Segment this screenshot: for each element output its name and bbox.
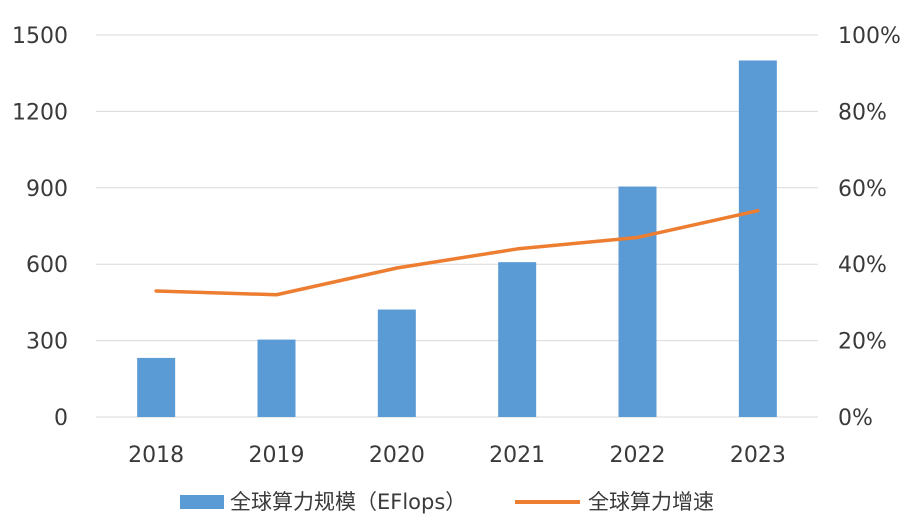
right-tick-label: 40% — [838, 253, 887, 278]
bar-2019 — [257, 339, 296, 417]
x-tick-label: 2023 — [730, 443, 786, 468]
right-tick-label: 20% — [838, 330, 887, 355]
growth-line — [154, 208, 760, 297]
right-tick-label: 100% — [838, 24, 901, 49]
growth-line-series — [154, 208, 760, 297]
left-tick-label: 300 — [26, 330, 68, 355]
line-point-2020 — [395, 266, 399, 270]
x-tick-label: 2022 — [610, 443, 666, 468]
right-tick-label: 0% — [838, 406, 873, 431]
legend-label-bar: 全球算力规模（EFlops） — [230, 490, 466, 514]
right-axis: 0% 20% 40% 60% 80% 100% — [838, 24, 901, 431]
x-tick-label: 2019 — [249, 443, 305, 468]
bar-2022 — [618, 186, 657, 417]
x-axis: 2018 2019 2020 2021 2022 2023 — [128, 443, 786, 468]
left-tick-label: 600 — [26, 253, 68, 278]
line-point-2018 — [154, 289, 158, 293]
right-tick-label: 80% — [838, 100, 887, 125]
bar-2021 — [498, 262, 537, 417]
legend-label-line: 全球算力增速 — [588, 490, 714, 514]
bar-2023 — [738, 60, 777, 417]
x-tick-label: 2021 — [489, 443, 545, 468]
bars — [137, 60, 777, 417]
line-point-2023 — [756, 209, 760, 213]
legend: 全球算力规模（EFlops） 全球算力增速 — [180, 490, 714, 514]
left-tick-label: 900 — [26, 177, 68, 202]
bar-2020 — [377, 309, 416, 417]
line-point-2019 — [274, 293, 279, 297]
right-tick-label: 60% — [838, 177, 887, 202]
line-point-2021 — [515, 247, 519, 251]
left-axis: 0 300 600 900 1200 1500 — [12, 24, 68, 431]
bar-2018 — [137, 357, 176, 417]
left-tick-label: 1500 — [12, 24, 68, 49]
legend-swatch-bar — [180, 495, 224, 509]
line-point-2022 — [635, 235, 640, 240]
left-tick-label: 1200 — [12, 100, 68, 125]
left-tick-label: 0 — [54, 406, 68, 431]
x-tick-label: 2020 — [369, 443, 425, 468]
x-tick-label: 2018 — [128, 443, 184, 468]
grid-lines — [96, 34, 818, 418]
